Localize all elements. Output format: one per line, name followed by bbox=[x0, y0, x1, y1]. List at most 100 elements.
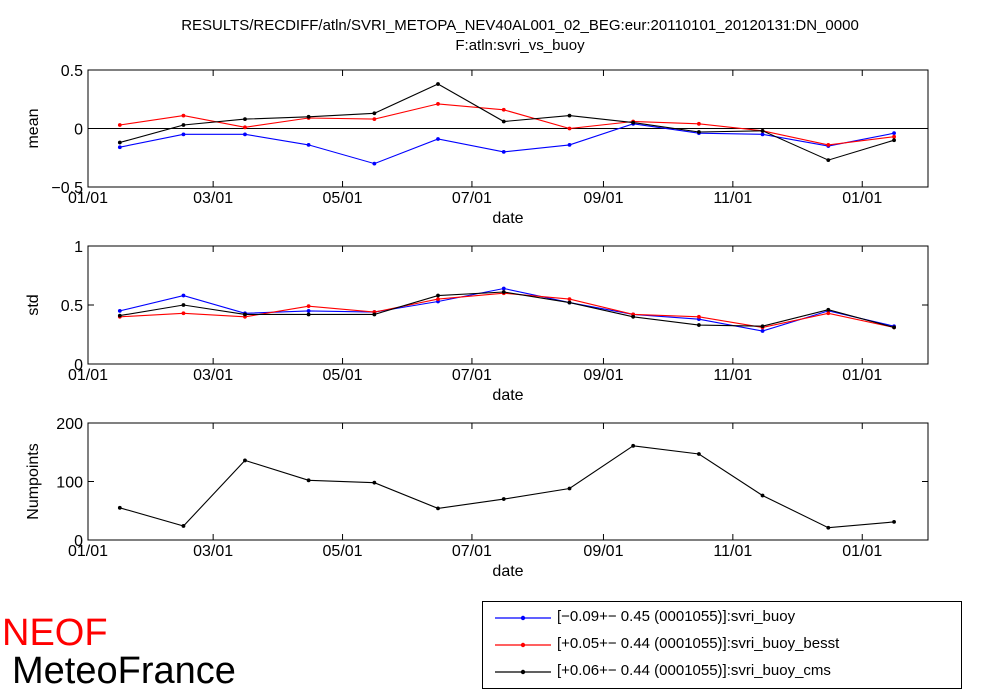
xtick-label-1-2: 05/01 bbox=[323, 367, 363, 384]
data-point-1-2-4 bbox=[372, 312, 377, 317]
xtick-label-2-5: 11/01 bbox=[713, 543, 752, 560]
figure-title-line2: F:atln:svri_vs_buoy bbox=[455, 37, 585, 54]
data-point-2-0-0 bbox=[117, 505, 122, 510]
data-point-0-2-10 bbox=[760, 128, 765, 133]
xtick-label-1-0: 01/01 bbox=[68, 367, 108, 384]
xtick-label-2-1: 03/01 bbox=[193, 543, 233, 560]
xtick-label-2-4: 09/01 bbox=[583, 543, 623, 560]
data-point-0-2-8 bbox=[631, 120, 636, 125]
xtick-label-1-5: 11/01 bbox=[713, 367, 752, 384]
xtick-label-0-3: 07/01 bbox=[452, 190, 492, 207]
xtick-label-1-6: 01/01 bbox=[842, 367, 882, 384]
legend-box: [−0.09+− 0.45 (0001055)]:svri_buoy [+0.0… bbox=[482, 601, 962, 689]
ytick-label-0-2: −0.5 bbox=[51, 180, 83, 197]
data-point-1-2-11 bbox=[826, 307, 831, 312]
data-point-0-2-6 bbox=[501, 119, 506, 124]
xtick-label-0-0: 01/01 bbox=[68, 190, 108, 207]
data-point-0-2-4 bbox=[372, 111, 377, 116]
data-point-1-2-0 bbox=[117, 313, 122, 318]
data-point-2-0-8 bbox=[631, 443, 636, 448]
data-point-0-2-9 bbox=[697, 130, 701, 134]
xtick-label-0-4: 09/01 bbox=[583, 190, 623, 207]
data-point-1-0-6 bbox=[501, 286, 506, 291]
data-point-0-1-11 bbox=[826, 142, 831, 147]
neof-label: NEOF bbox=[2, 612, 108, 654]
series-line-1-2 bbox=[119, 291, 895, 328]
data-point-1-0-10 bbox=[760, 329, 765, 333]
data-point-0-2-11 bbox=[826, 158, 831, 162]
series-line-0-2 bbox=[119, 83, 895, 161]
data-point-1-2-5 bbox=[436, 293, 440, 298]
legend-label-svri-buoy-besst: [+0.05+− 0.44 (0001055)]:svri_buoy_besst bbox=[557, 635, 840, 652]
ylabel-2: Numpoints bbox=[25, 443, 42, 519]
data-point-0-2-2 bbox=[243, 117, 247, 122]
series-line-0-0 bbox=[119, 123, 895, 165]
legend-label-svri-buoy: [−0.09+− 0.45 (0001055)]:svri_buoy bbox=[557, 608, 796, 625]
ytick-label-0-1: 0 bbox=[74, 122, 83, 139]
data-point-1-2-2 bbox=[243, 312, 247, 317]
data-point-1-1-9 bbox=[697, 314, 701, 319]
data-point-0-0-3 bbox=[306, 142, 311, 147]
data-point-1-2-8 bbox=[631, 314, 636, 319]
legend-entry-svri-buoy-cms: [+0.06+− 0.44 (0001055)]:svri_buoy_cms bbox=[483, 660, 961, 684]
data-point-2-0-2 bbox=[243, 458, 247, 463]
data-point-1-0-3 bbox=[306, 309, 311, 313]
data-point-2-0-7 bbox=[567, 486, 572, 491]
legend-swatch-svri-buoy-besst bbox=[495, 642, 551, 648]
data-point-1-1-5 bbox=[436, 297, 440, 301]
data-point-1-1-3 bbox=[306, 304, 311, 309]
axes-box-2 bbox=[87, 422, 929, 541]
data-point-1-2-7 bbox=[567, 300, 572, 305]
data-point-0-0-6 bbox=[501, 150, 506, 154]
ytick-label-2-0: 200 bbox=[56, 416, 83, 433]
xtick-label-2-3: 07/01 bbox=[452, 543, 492, 560]
xtick-label-1-4: 09/01 bbox=[583, 367, 623, 384]
ytick-label-2-2: 0 bbox=[74, 533, 83, 550]
xtick-label-0-5: 11/01 bbox=[713, 190, 752, 207]
data-point-1-1-1 bbox=[181, 311, 186, 316]
data-point-2-0-10 bbox=[760, 493, 765, 498]
data-point-0-1-5 bbox=[436, 102, 440, 106]
ytick-label-1-0: 1 bbox=[74, 239, 83, 256]
series-line-2-0 bbox=[119, 445, 895, 529]
data-point-0-0-1 bbox=[181, 132, 186, 137]
data-point-1-0-1 bbox=[181, 293, 186, 298]
xlabel-0: date bbox=[492, 210, 523, 227]
data-point-0-1-0 bbox=[117, 123, 122, 127]
ytick-label-1-1: 0.5 bbox=[61, 298, 83, 315]
legend-marker-svri-buoy-besst bbox=[520, 642, 526, 648]
xtick-label-2-6: 01/01 bbox=[842, 543, 882, 560]
data-point-0-1-1 bbox=[181, 113, 186, 118]
data-point-0-0-4 bbox=[372, 161, 377, 166]
data-point-0-2-0 bbox=[117, 140, 122, 145]
ytick-label-1-2: 0 bbox=[74, 357, 83, 374]
xtick-label-0-1: 03/01 bbox=[193, 190, 233, 207]
xtick-label-1-1: 03/01 bbox=[193, 367, 233, 384]
data-point-0-0-0 bbox=[117, 145, 122, 150]
xtick-label-2-2: 05/01 bbox=[323, 543, 363, 560]
data-point-2-0-5 bbox=[436, 506, 440, 511]
axes-box-1 bbox=[87, 245, 929, 365]
legend-entry-svri-buoy-besst: [+0.05+− 0.44 (0001055)]:svri_buoy_besst bbox=[483, 633, 961, 657]
data-point-2-0-6 bbox=[501, 497, 506, 501]
meteofrance-label: MeteoFrance bbox=[12, 650, 236, 692]
ylabel-1: std bbox=[25, 294, 42, 315]
data-point-0-1-4 bbox=[372, 117, 377, 122]
ytick-label-2-1: 100 bbox=[56, 475, 83, 492]
data-point-0-2-3 bbox=[306, 114, 311, 119]
data-point-1-1-7 bbox=[567, 297, 572, 301]
data-point-2-0-1 bbox=[181, 524, 186, 528]
data-point-2-0-11 bbox=[826, 525, 831, 530]
data-point-1-2-10 bbox=[760, 324, 765, 329]
data-point-2-0-12 bbox=[892, 519, 896, 524]
data-point-0-0-5 bbox=[436, 137, 440, 141]
data-point-0-2-5 bbox=[436, 82, 440, 86]
ytick-label-0-0: 0.5 bbox=[61, 63, 83, 80]
data-point-0-1-9 bbox=[697, 121, 701, 126]
data-point-1-2-12 bbox=[892, 325, 896, 330]
data-point-0-2-7 bbox=[567, 113, 572, 118]
data-point-1-2-6 bbox=[501, 290, 506, 294]
